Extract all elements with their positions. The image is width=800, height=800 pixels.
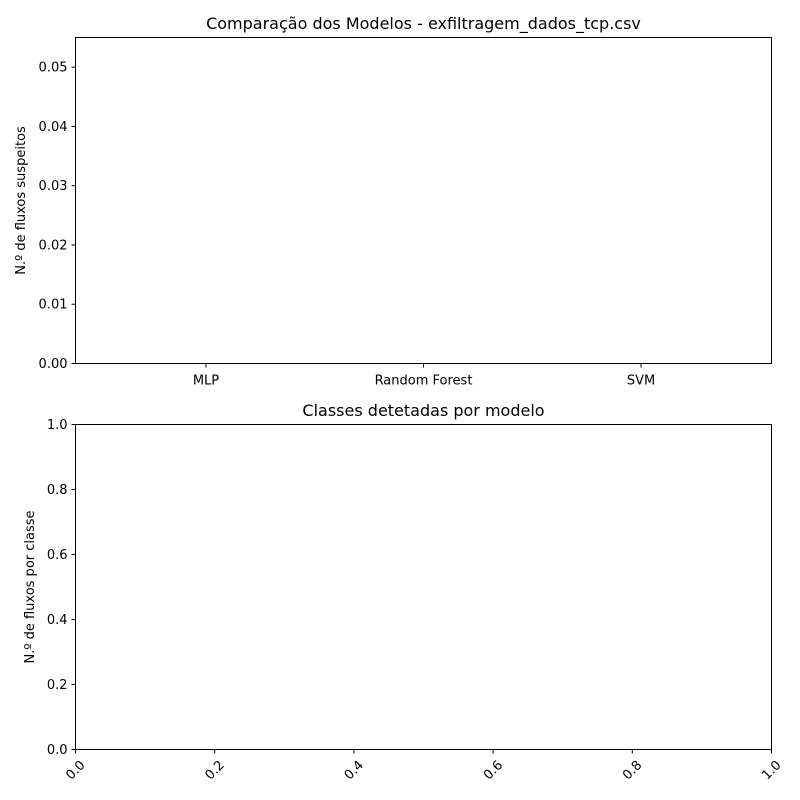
chart-top-y-tick-label: 0.04 <box>39 120 68 135</box>
chart-bottom-x-tick-label: 1.0 <box>759 758 784 783</box>
chart-bottom-x-tick-label: 0.4 <box>342 758 367 783</box>
chart-bottom-plot-area <box>75 424 772 750</box>
chart-top-y-axis-label: N.º de fluxos suspeitos <box>14 126 29 275</box>
chart-top-x-tick-label: Random Forest <box>375 374 473 389</box>
chart-top: Comparação dos Modelos - exfiltragem_dad… <box>14 14 772 389</box>
chart-bottom-x-ticks: 0.0 0.2 0.4 0.6 0.8 1.0 <box>63 749 785 783</box>
chart-bottom-x-tick-label: 0.2 <box>203 758 228 783</box>
chart-bottom: Classes detetadas por modelo N.º de flux… <box>23 401 785 783</box>
chart-bottom-x-tick-label: 0.0 <box>63 758 88 783</box>
chart-top-x-tick-label: SVM <box>627 374 655 389</box>
chart-bottom-x-tick-label: 0.6 <box>481 758 506 783</box>
chart-top-y-tick-label: 0.03 <box>39 179 68 194</box>
chart-top-y-ticks: 0.00 0.01 0.02 0.03 0.04 0.05 <box>39 61 76 372</box>
chart-top-y-tick-label: 0.01 <box>39 298 68 313</box>
chart-bottom-y-tick-label: 0.4 <box>47 613 68 628</box>
chart-top-x-ticks: MLP Random Forest SVM <box>193 363 655 389</box>
chart-bottom-y-axis-label: N.º de fluxos por classe <box>23 510 38 663</box>
chart-bottom-y-tick-label: 0.8 <box>47 483 68 498</box>
chart-bottom-y-tick-label: 0.2 <box>47 678 68 693</box>
chart-top-y-tick-label: 0.05 <box>39 61 68 76</box>
chart-bottom-y-tick-label: 0.6 <box>47 548 68 563</box>
chart-top-y-tick-label: 0.02 <box>39 238 68 253</box>
chart-bottom-x-tick-label: 0.8 <box>620 758 645 783</box>
chart-top-x-tick-label: MLP <box>193 374 219 389</box>
chart-bottom-y-tick-label: 1.0 <box>47 418 68 433</box>
chart-bottom-y-ticks: 0.0 0.2 0.4 0.6 0.8 1.0 <box>47 418 76 758</box>
chart-top-plot-area <box>75 37 772 364</box>
chart-bottom-y-tick-label: 0.0 <box>47 743 68 758</box>
chart-bottom-title: Classes detetadas por modelo <box>302 401 544 420</box>
chart-top-y-tick-label: 0.00 <box>39 357 68 372</box>
chart-top-title: Comparação dos Modelos - exfiltragem_dad… <box>206 14 641 34</box>
